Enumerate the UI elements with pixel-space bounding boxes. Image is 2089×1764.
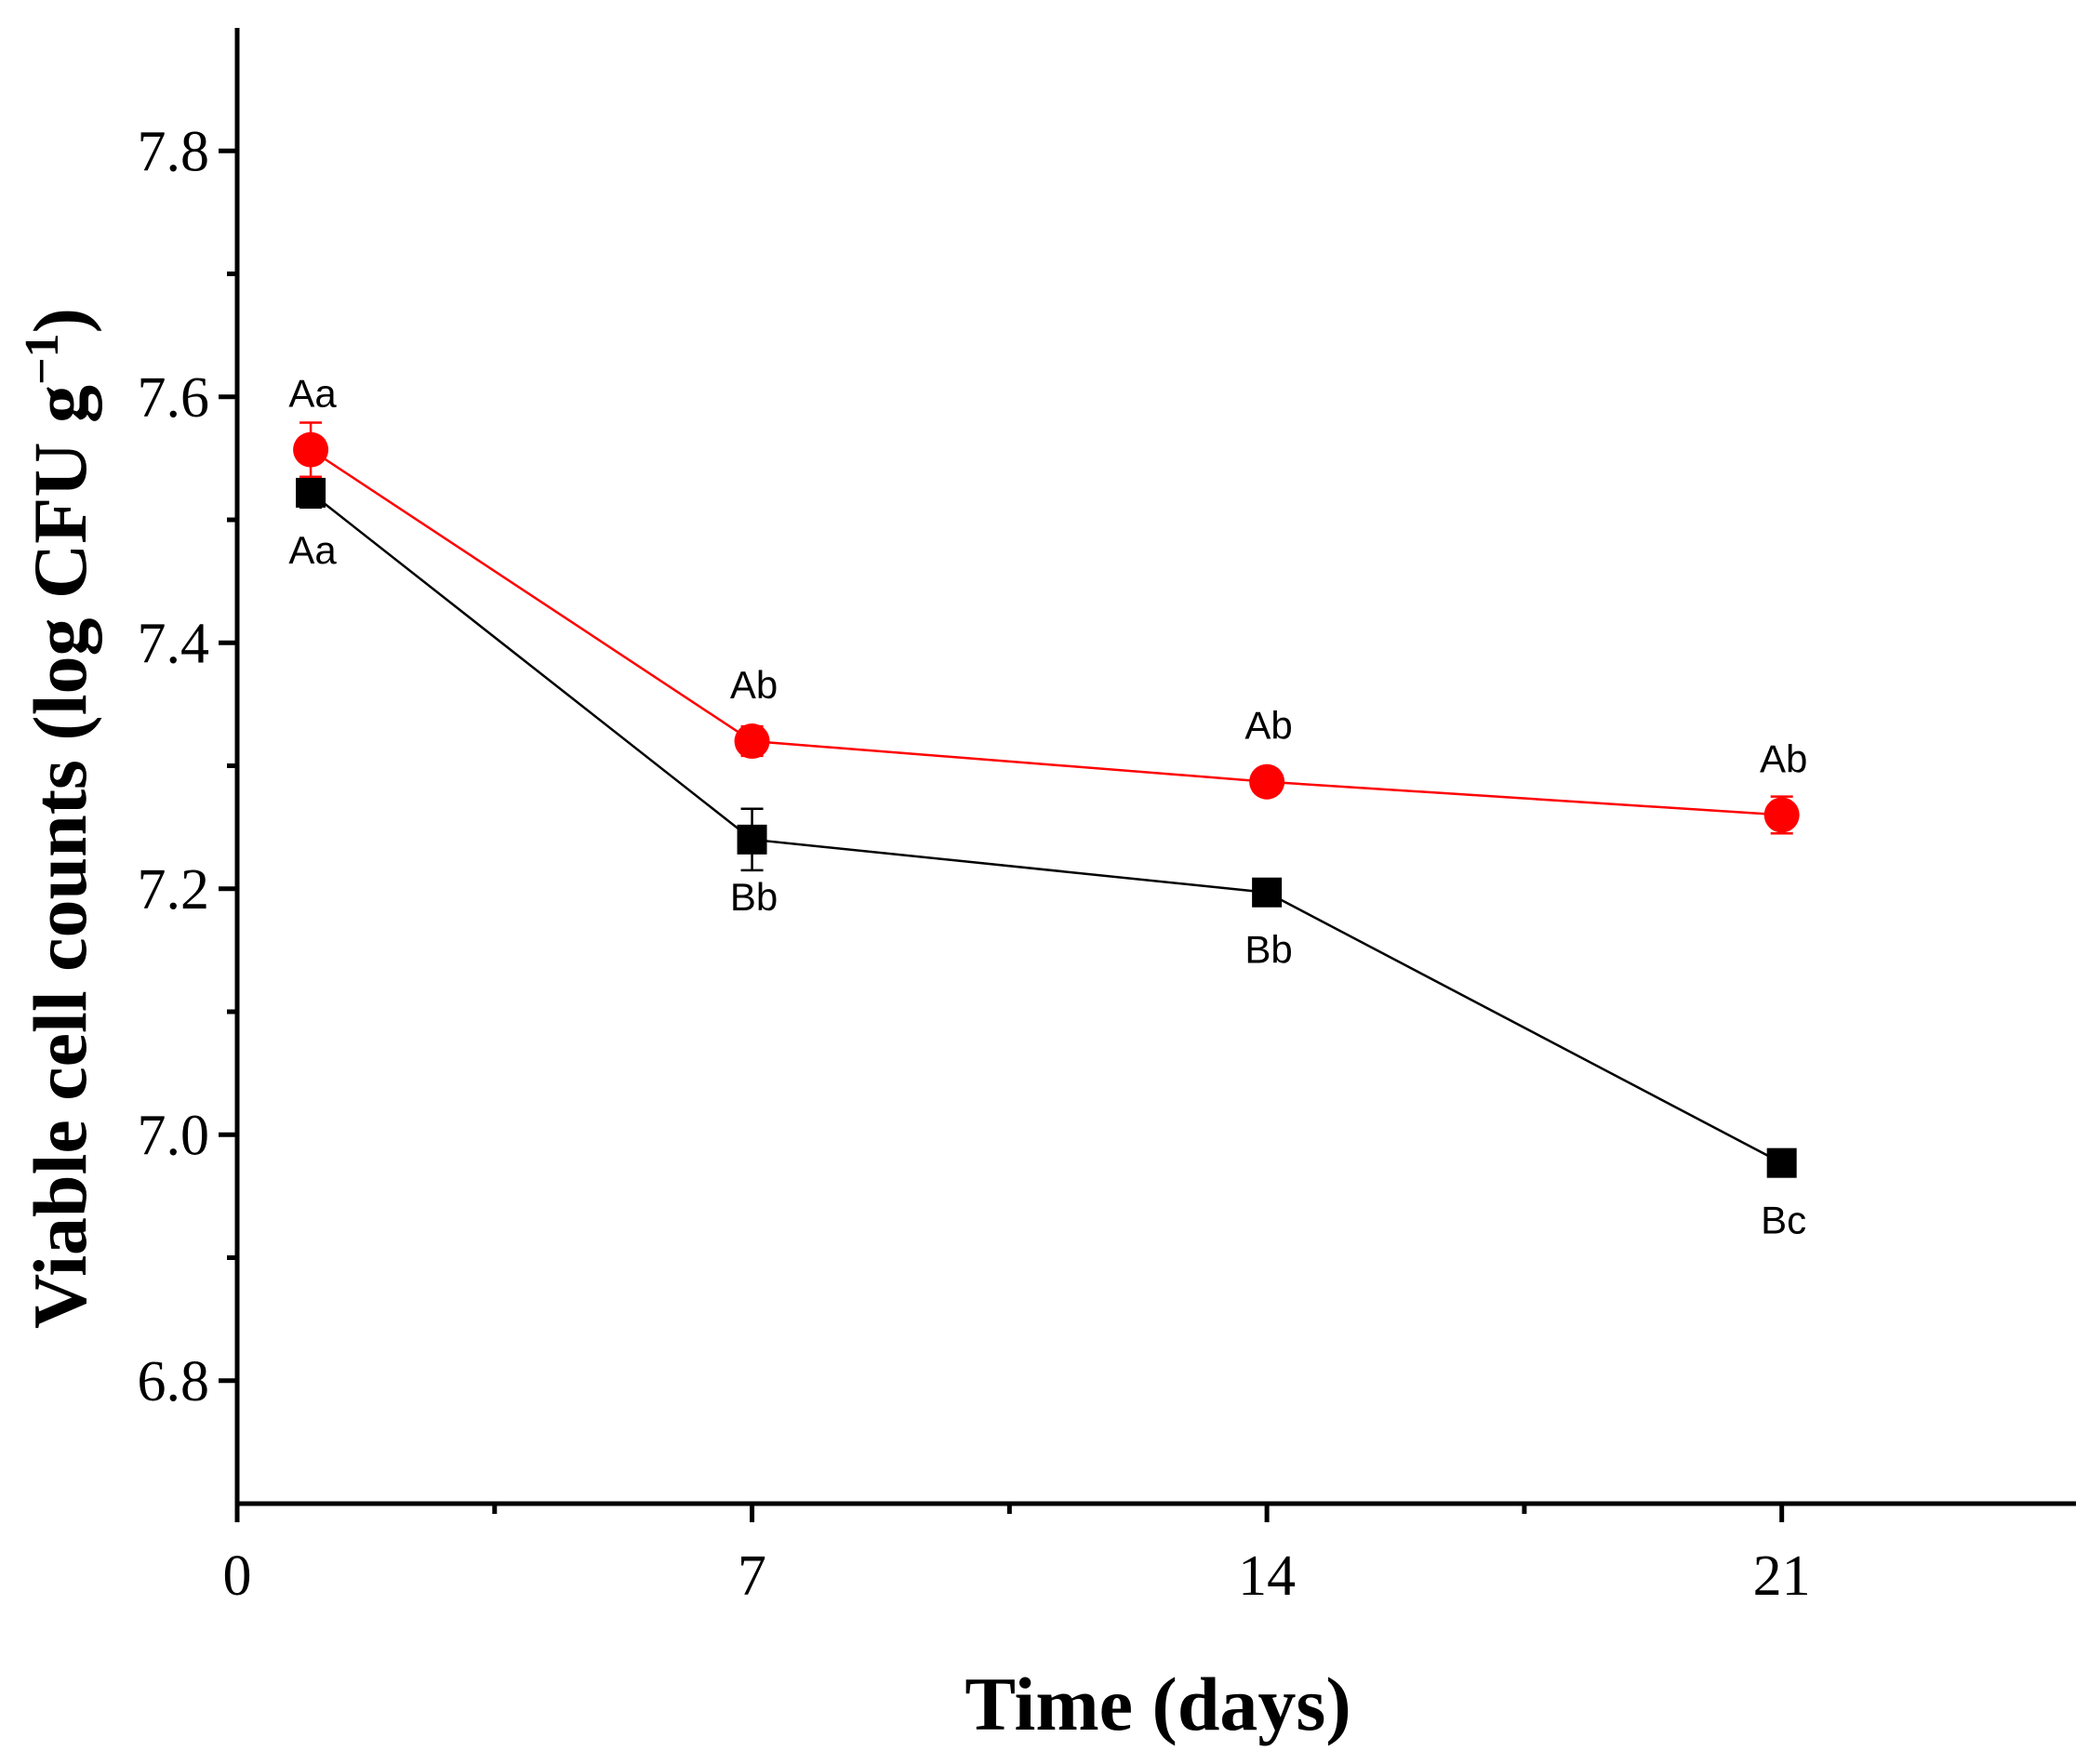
y-axis-title-superscript: −1 (16, 333, 69, 385)
x-tick-label: 14 (1238, 1545, 1296, 1608)
significance-label: Bb (730, 875, 778, 919)
data-point-circle (293, 431, 329, 468)
labels-layer: Aa Bb Bb Bc Aa Ab Ab Ab (288, 372, 1807, 1242)
y-tick-label: 7.6 (138, 366, 210, 430)
data-point-circle (1249, 763, 1285, 800)
y-tick-label: 7.8 (138, 120, 210, 183)
data-point-circle (734, 723, 770, 760)
series-line-black (310, 491, 1783, 1164)
data-point-square (296, 477, 326, 508)
x-tick-label: 21 (1753, 1545, 1811, 1608)
y-tick-label: 7.0 (138, 1104, 210, 1167)
significance-label: Ab (1244, 704, 1292, 748)
significance-label: Aa (288, 528, 337, 572)
series-layer (293, 421, 1800, 1178)
data-point-square (737, 824, 767, 855)
y-axis-title-main: Viable cell counts (log CFU g (18, 385, 102, 1329)
x-tick-label: 7 (738, 1545, 766, 1608)
x-axis-title: Time (days) (965, 1662, 1351, 1746)
data-point-circle (1763, 797, 1800, 833)
significance-label: Bc (1761, 1199, 1806, 1242)
y-tick-label: 7.2 (138, 858, 210, 922)
significance-label: Bb (1244, 928, 1292, 972)
data-point-square (1766, 1147, 1797, 1178)
y-axis-title-end: ) (18, 308, 102, 333)
y-tick-label: 6.8 (138, 1350, 210, 1413)
significance-label: Aa (288, 372, 337, 416)
y-tick-label: 7.4 (138, 612, 210, 675)
series-line-red (310, 448, 1782, 816)
series-red (293, 421, 1800, 835)
data-point-square (1252, 877, 1283, 908)
axes: 6.8 7.0 7.2 7.4 7.6 7.8 0 7 14 21 (138, 28, 2076, 1608)
y-axis-title: Viable cell counts (log CFU g−1) (16, 308, 102, 1329)
series-black (296, 476, 1797, 1178)
significance-label: Ab (730, 663, 778, 707)
significance-label: Ab (1760, 736, 1807, 780)
x-tick-label: 0 (223, 1545, 252, 1608)
